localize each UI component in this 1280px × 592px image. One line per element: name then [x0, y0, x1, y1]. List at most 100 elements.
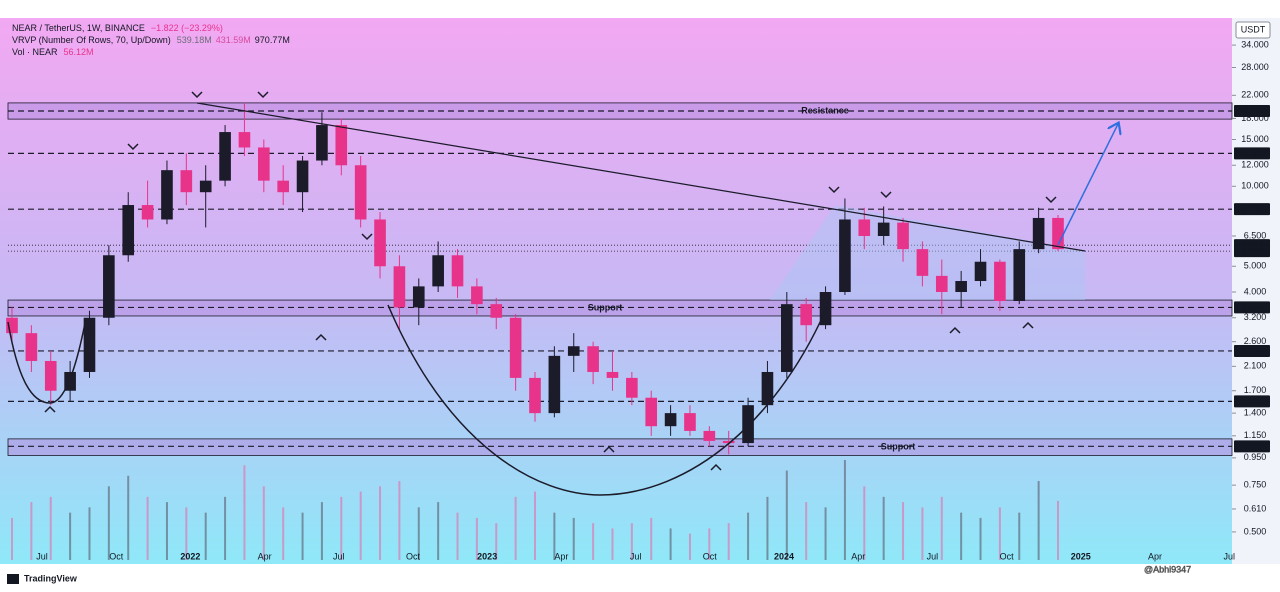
- candle-body: [877, 222, 890, 236]
- candle-body: [974, 261, 987, 282]
- watermark: @Abhi9347: [1144, 564, 1191, 574]
- y-tick-label: 22.000: [1241, 90, 1269, 100]
- zone-label: Resistance: [801, 105, 849, 115]
- y-tick-label: 18.000: [1241, 113, 1269, 123]
- candle-body: [1052, 217, 1064, 250]
- x-tick-label: 2025: [1071, 551, 1091, 561]
- level-label-box: [1234, 301, 1270, 314]
- candle-body: [277, 180, 289, 193]
- y-tick-label: 1.400: [1244, 408, 1267, 418]
- level-label-box: [1234, 395, 1270, 408]
- cup-curve: [7, 317, 87, 404]
- volume-bar: [417, 507, 420, 560]
- x-tick-label: Oct: [109, 551, 124, 561]
- candle-body: [354, 165, 367, 220]
- volume-bar: [30, 502, 33, 560]
- volume-bar: [998, 507, 1001, 560]
- volume-bar: [437, 502, 440, 560]
- volume-bar: [456, 512, 459, 560]
- y-tick-label: 28.000: [1241, 62, 1269, 72]
- projection-arrow: [1057, 124, 1118, 246]
- x-tick-label: Apr: [554, 551, 568, 561]
- volume-bar: [592, 523, 595, 560]
- candle-body: [374, 219, 386, 267]
- pivot-markers: [44, 91, 1057, 471]
- y-tick-label: 0.500: [1244, 526, 1267, 536]
- bottom-bar: [0, 564, 1280, 592]
- volume-bar: [553, 512, 556, 560]
- candle-body: [839, 219, 851, 293]
- brand: TradingView: [24, 573, 78, 583]
- candle-body: [238, 132, 251, 148]
- indicator-value: 431.59M: [216, 35, 251, 45]
- volume-bar: [262, 486, 265, 560]
- volume-bar: [979, 517, 982, 560]
- candle-body: [1013, 249, 1026, 302]
- candle-body: [316, 125, 328, 161]
- volume-bar: [572, 517, 575, 560]
- candle-body: [393, 266, 406, 308]
- zone-label: Support: [881, 442, 916, 452]
- candle-body: [64, 371, 76, 391]
- candle-body: [664, 413, 677, 427]
- volume-bar: [1037, 481, 1040, 560]
- candle-body: [935, 275, 948, 293]
- volume-bar: [766, 496, 769, 560]
- level-label: 1.050: [1241, 441, 1264, 451]
- volume-bar: [960, 512, 963, 560]
- level-label-box: [1234, 344, 1270, 357]
- volume-bar: [534, 491, 536, 560]
- candle-body: [703, 430, 716, 441]
- volume-bar: [940, 496, 943, 560]
- level-label-box: [1234, 440, 1270, 453]
- volume-bar: [669, 528, 672, 560]
- volume-bar: [785, 470, 788, 560]
- title-text: NEAR / TetherUS, 1W, BINANCE: [12, 23, 145, 33]
- volume-bar: [398, 481, 401, 560]
- volume-bar: [863, 486, 866, 560]
- volume-bar: [708, 528, 711, 560]
- volume-bar: [185, 507, 188, 560]
- candle-body: [199, 180, 212, 193]
- y-tick-label: 34.000: [1241, 39, 1269, 49]
- candle-body: [1032, 217, 1045, 250]
- candle-body: [141, 205, 154, 220]
- candle-body: [103, 255, 115, 318]
- candle-body: [626, 377, 638, 398]
- candle-body: [645, 397, 658, 427]
- indicator-name: VRVP (Number Of Rows, 70, Up/Down): [12, 35, 171, 45]
- volume-bar: [88, 507, 91, 560]
- candle-body: [335, 125, 348, 166]
- x-tick-label: 2024: [774, 551, 794, 561]
- candle-body: [296, 160, 309, 193]
- level-label: 6.002: [1241, 240, 1264, 250]
- candle-body: [897, 222, 909, 250]
- candle-body: [83, 317, 96, 372]
- volume-bar: [107, 486, 110, 560]
- volume-bar: [243, 465, 246, 560]
- y-tick-label: 0.750: [1244, 480, 1267, 490]
- volume-bar: [611, 528, 614, 560]
- candle-body: [258, 147, 270, 181]
- volume-bar: [49, 496, 52, 560]
- candle-body: [509, 317, 522, 378]
- volume-bar: [204, 512, 207, 560]
- volume-bar: [301, 512, 304, 560]
- candle-body: [451, 255, 464, 287]
- x-tick-label: Jul: [927, 551, 939, 561]
- volume-bar: [1018, 512, 1021, 560]
- candle-body: [44, 360, 57, 391]
- x-tick-label: Apr: [1148, 551, 1162, 561]
- cup-curve: [387, 299, 831, 496]
- y-tick-label: 15.000: [1241, 134, 1269, 144]
- volume-bar: [495, 523, 498, 560]
- x-tick-label: Jul: [630, 551, 642, 561]
- volume-bar: [320, 502, 323, 560]
- candle-body: [122, 205, 135, 256]
- volume-bar: [688, 533, 691, 560]
- level-label-box: [1234, 203, 1270, 216]
- volume-bar: [727, 523, 730, 560]
- volume-bar: [843, 460, 846, 560]
- level-label-box: [1234, 147, 1270, 160]
